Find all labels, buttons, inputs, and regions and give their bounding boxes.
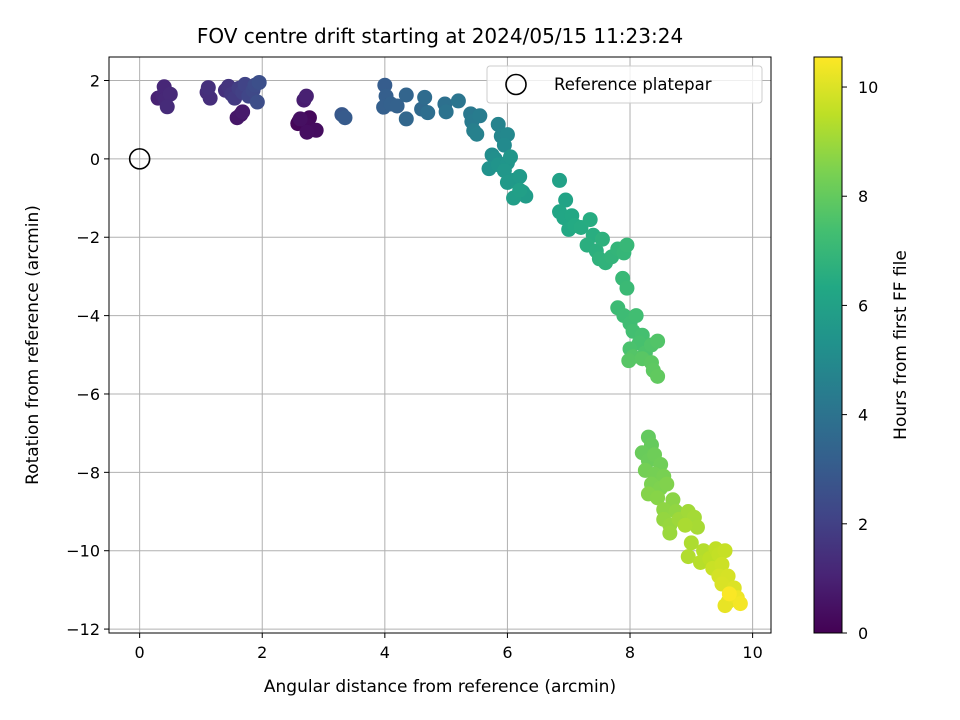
data-point xyxy=(417,89,433,105)
data-point xyxy=(438,104,454,120)
data-points xyxy=(150,74,748,614)
data-point xyxy=(377,77,393,93)
data-point xyxy=(249,94,265,110)
colorbar-tick-label: 10 xyxy=(858,78,878,97)
y-axis-ticks: −12 −10 −8 −6 −4 −2 0 2 xyxy=(66,72,109,639)
data-point xyxy=(650,368,666,384)
data-point xyxy=(717,543,733,559)
data-point xyxy=(299,124,315,140)
data-point xyxy=(628,308,644,324)
data-point xyxy=(621,353,637,369)
grid-lines xyxy=(109,57,771,633)
data-point xyxy=(662,525,678,541)
y-tick-label: −6 xyxy=(76,385,100,404)
x-tick-label: 4 xyxy=(380,643,390,662)
legend-box xyxy=(486,65,763,104)
chart-title: FOV centre drift starting at 2024/05/15 … xyxy=(197,24,683,48)
y-tick-label: 0 xyxy=(90,150,100,169)
data-point xyxy=(619,280,635,296)
data-point xyxy=(469,126,485,142)
y-tick-label: 2 xyxy=(90,72,100,91)
data-point xyxy=(337,110,353,126)
data-point xyxy=(717,598,733,614)
data-point xyxy=(472,108,488,124)
data-point xyxy=(721,586,737,602)
data-point xyxy=(732,596,748,612)
x-tick-label: 8 xyxy=(625,643,635,662)
plot-frame xyxy=(108,56,772,634)
colorbar-tick-label: 4 xyxy=(858,406,868,425)
colorbar-tick-label: 8 xyxy=(858,187,868,206)
y-tick-label: −8 xyxy=(76,463,100,482)
data-point xyxy=(200,80,216,96)
data-point xyxy=(558,192,574,208)
legend: Reference platepar xyxy=(486,65,763,104)
y-tick-label: −2 xyxy=(76,228,100,247)
data-point xyxy=(683,535,699,551)
data-point xyxy=(619,237,635,253)
x-tick-label: 10 xyxy=(742,643,762,662)
data-point xyxy=(512,169,528,185)
legend-marker xyxy=(505,73,527,96)
colorbar-tick-label: 6 xyxy=(858,296,868,315)
data-point xyxy=(398,87,414,103)
data-point xyxy=(499,174,515,190)
x-tick-label: 0 xyxy=(135,643,145,662)
data-point xyxy=(552,172,568,188)
colorbar-label: Hours from first FF file xyxy=(891,250,911,440)
data-point xyxy=(420,105,436,121)
data-point xyxy=(292,111,308,127)
legend-label: Reference platepar xyxy=(554,75,712,94)
data-point xyxy=(502,149,518,165)
data-point xyxy=(594,231,610,247)
colorbar: 0 2 4 6 8 10 Hours from first FF file xyxy=(813,56,911,643)
x-tick-label: 2 xyxy=(257,643,267,662)
data-point xyxy=(251,74,267,90)
colorbar-ticks: 0 2 4 6 8 10 xyxy=(842,78,878,643)
data-point xyxy=(677,517,693,533)
data-point xyxy=(714,556,730,572)
data-point xyxy=(398,111,414,127)
data-point xyxy=(650,490,666,506)
y-tick-label: −4 xyxy=(76,307,100,326)
data-point xyxy=(680,549,696,565)
x-axis-label: Angular distance from reference (arcmin) xyxy=(264,677,616,697)
data-point xyxy=(162,86,178,102)
y-tick-label: −10 xyxy=(66,542,100,561)
data-point xyxy=(159,99,175,115)
data-point xyxy=(490,116,506,132)
data-point xyxy=(512,182,528,198)
data-point xyxy=(659,476,675,492)
x-tick-label: 6 xyxy=(502,643,512,662)
data-point xyxy=(665,492,681,508)
data-point xyxy=(650,333,666,349)
data-point xyxy=(235,104,251,120)
colorbar-gradient xyxy=(813,56,843,634)
colorbar-tick-label: 0 xyxy=(858,624,868,643)
colorbar-tick-label: 2 xyxy=(858,515,868,534)
data-point xyxy=(496,163,512,179)
data-point xyxy=(689,519,705,535)
reference-marker xyxy=(128,148,151,170)
data-point xyxy=(582,212,598,228)
x-axis-ticks: 0 2 4 6 8 10 xyxy=(135,633,763,662)
y-axis-label: Rotation from reference (arcmin) xyxy=(23,205,43,485)
data-point xyxy=(389,98,405,114)
y-tick-label: −12 xyxy=(66,620,100,639)
data-point xyxy=(450,93,466,109)
data-point xyxy=(298,88,314,104)
data-point xyxy=(496,137,512,153)
